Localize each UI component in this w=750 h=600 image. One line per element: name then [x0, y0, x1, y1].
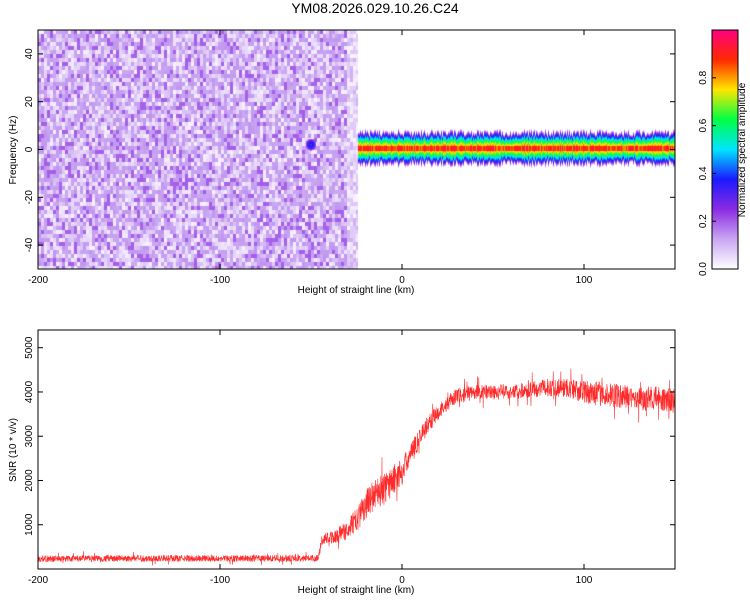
snr-x-tick-label: 0 [399, 575, 405, 586]
snr-frame [37, 329, 676, 570]
colorbar: 0.0 0.2 0.4 0.6 0.8 Normalized spectral ampl… [698, 29, 748, 276]
snr-y-tick-label: 5000 [24, 336, 35, 359]
snr-y-tick-label: 2000 [24, 469, 35, 492]
spectrogram-y-tick-label: 0 [24, 146, 35, 152]
snr-x-tick-label: -200 [28, 575, 48, 586]
snr-x-tick-label: -100 [210, 575, 230, 586]
snr-y-tick-label: 3000 [24, 425, 35, 448]
snr-x-ticks: -200 -100 0 100 [28, 330, 593, 586]
colorbar-tick-label: 0.8 [698, 70, 709, 84]
figure-title: YM08.2026.029.10.26.C24 [291, 0, 459, 16]
snr-y-tick-label: 4000 [24, 380, 35, 403]
spectrogram-y-tick-label: 20 [24, 96, 35, 108]
snr-panel: -200 -100 0 100 1000 2000 3000 4000 5000 Height… [8, 329, 676, 596]
spectrogram-x-label: Height of straight line (km) [298, 285, 415, 296]
spectrogram-y-tick-label: 40 [24, 48, 35, 60]
colorbar-tick-label: 0.2 [698, 214, 709, 228]
colorbar-ticks: 0.0 0.2 0.4 0.6 0.8 [698, 70, 716, 276]
snr-x-tick-label: 100 [576, 575, 593, 586]
colorbar-frame [711, 29, 739, 270]
colorbar-tick-label: 0.4 [698, 166, 709, 180]
spectrogram-y-tick-label: -20 [24, 190, 35, 205]
spectrogram-y-ticks: -40 -20 0 20 40 [24, 48, 675, 252]
spectrogram-x-tick-label: 100 [576, 275, 593, 286]
snr-x-label: Height of straight line (km) [298, 585, 415, 596]
spectrogram-x-ticks: -200 -100 0 100 [28, 30, 593, 286]
colorbar-gradient [712, 30, 738, 269]
spectrogram-y-tick-label: -40 [24, 237, 35, 252]
colorbar-label: Normalized spectral amplitude [737, 82, 748, 217]
snr-y-ticks: 1000 2000 3000 4000 5000 [24, 336, 675, 536]
spectrogram-x-tick-label: -200 [28, 275, 48, 286]
spectrogram-x-tick-label: -100 [210, 275, 230, 286]
snr-series-line [38, 368, 675, 566]
spectrogram-x-tick-label: 0 [399, 275, 405, 286]
snr-y-label: SNR (10 * v/v) [8, 418, 19, 482]
spectrogram-y-label: Frequency (Hz) [8, 116, 19, 185]
colorbar-tick-label: 0.6 [698, 118, 709, 132]
colorbar-tick-label: 0.0 [698, 262, 709, 276]
spectrogram-image [38, 30, 675, 269]
snr-y-tick-label: 1000 [24, 513, 35, 536]
